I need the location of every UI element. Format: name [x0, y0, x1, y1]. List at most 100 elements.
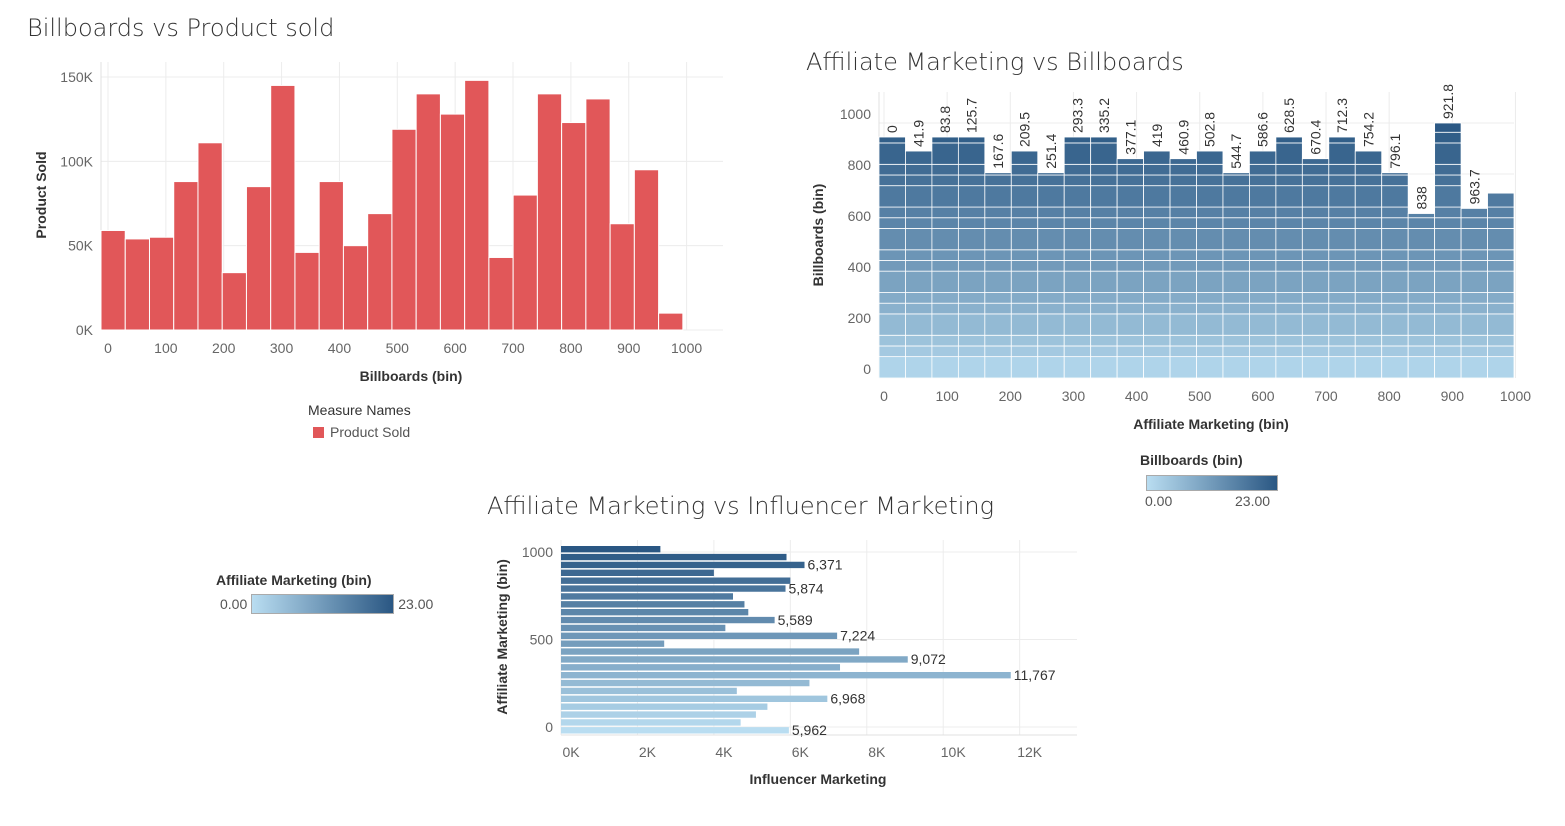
bar-segment	[1037, 206, 1065, 219]
bar-segment	[1275, 217, 1303, 229]
bar	[561, 632, 838, 639]
bar-segment	[1169, 313, 1197, 336]
bar-segment	[1301, 270, 1330, 293]
bar-segment	[1090, 260, 1118, 272]
bar-segment	[1063, 313, 1092, 336]
bar-segment	[1301, 217, 1330, 229]
bar-segment	[1301, 174, 1330, 187]
bar-segment	[1434, 260, 1462, 272]
bar-segment	[1275, 345, 1303, 358]
bar-segment	[1143, 150, 1171, 165]
bar-segment	[1407, 270, 1436, 293]
y-tick-label: 800	[848, 157, 872, 173]
x-tick-label: 900	[617, 340, 641, 356]
bar-segment	[1196, 150, 1224, 165]
bar-segment	[1407, 334, 1436, 347]
bar-segment	[1460, 302, 1488, 315]
bar-segment	[1010, 356, 1039, 379]
y-axis-label: Billboards (bin)	[810, 184, 826, 287]
legend-item[interactable]: Product Sold	[308, 424, 411, 440]
y-tick-label: 50K	[68, 238, 94, 254]
bar-segment	[1275, 356, 1303, 379]
bar-segment	[1037, 228, 1065, 251]
x-axis-label: Influencer Marketing	[750, 771, 887, 787]
bar-segment	[1090, 356, 1118, 379]
bar-segment	[1381, 249, 1409, 261]
bar-segment	[1010, 345, 1039, 358]
bar-segment	[1275, 142, 1303, 165]
bar-segment	[1407, 302, 1436, 315]
bar-segment	[1143, 249, 1171, 261]
bar-segment	[1354, 270, 1383, 293]
y-tick-label: 1000	[522, 544, 553, 560]
bar-segment	[905, 249, 933, 261]
bar-segment	[1010, 185, 1039, 208]
bar-segment	[905, 260, 933, 272]
bar-segment	[1143, 228, 1171, 251]
bar-segment	[1328, 185, 1356, 208]
bar-segment	[1354, 334, 1383, 347]
bar-segment	[931, 206, 959, 219]
bar-segment	[1487, 356, 1515, 379]
bar-segment	[1487, 192, 1515, 208]
bar	[391, 128, 417, 331]
bar	[294, 251, 320, 331]
bar-segment	[931, 228, 959, 251]
bar	[197, 142, 223, 331]
color-legend-title: Affiliate Marketing (bin)	[216, 572, 372, 588]
bar-segment	[1010, 270, 1039, 293]
bar-segment	[1328, 174, 1356, 187]
bar-segment	[1169, 345, 1197, 358]
bar	[561, 640, 665, 647]
bar-segment	[1434, 313, 1462, 336]
bar-segment	[1354, 249, 1383, 261]
bar-segment	[878, 206, 906, 219]
bar-segment	[1116, 158, 1144, 165]
bar-segment	[1275, 260, 1303, 272]
bar-data-label: 963.7	[1466, 169, 1482, 204]
x-tick-label: 300	[1062, 388, 1086, 404]
bar-segment	[878, 174, 906, 187]
x-tick-label: 1000	[1500, 388, 1531, 404]
bar-segment	[1328, 206, 1356, 219]
bar-data-label: 586.6	[1255, 112, 1271, 147]
bar-segment	[1196, 313, 1224, 336]
bar-segment	[1249, 334, 1277, 347]
bar-segment	[1222, 206, 1250, 219]
bar-segment	[1460, 345, 1488, 358]
bar-segment	[984, 228, 1012, 251]
bar-segment	[1301, 345, 1330, 358]
bar-segment	[1090, 136, 1118, 144]
bar-segment	[1275, 249, 1303, 261]
bar-segment	[1090, 249, 1118, 261]
bar-segment	[1010, 334, 1039, 347]
bar-segment	[1169, 356, 1197, 379]
bar-segment	[1222, 345, 1250, 358]
bar-data-label: 670.4	[1308, 119, 1324, 154]
bar-segment	[984, 206, 1012, 219]
bar-segment	[1090, 163, 1118, 176]
x-tick-label: 0K	[562, 744, 580, 760]
bar-segment	[1010, 228, 1039, 251]
bar-segment	[1037, 302, 1065, 315]
bar-segment	[957, 163, 986, 176]
bar-segment	[1196, 260, 1224, 272]
x-tick-label: 8K	[868, 744, 886, 760]
bar-segment	[1328, 249, 1356, 261]
bar-segment	[984, 172, 1012, 176]
bar-segment	[1116, 356, 1144, 379]
bar-segment	[1037, 249, 1065, 261]
bar-segment	[1169, 217, 1197, 229]
bar-segment	[1143, 292, 1171, 304]
bar-segment	[1301, 334, 1330, 347]
bar-segment	[878, 163, 906, 176]
bar-segment	[1169, 174, 1197, 187]
bar	[561, 656, 908, 663]
bar-segment	[1354, 313, 1383, 336]
bar-segment	[957, 292, 986, 304]
bar-segment	[1143, 356, 1171, 379]
bar-segment	[1434, 163, 1462, 176]
bar-segment	[957, 302, 986, 315]
bar-segment	[1381, 270, 1409, 293]
bar-segment	[1434, 334, 1462, 347]
